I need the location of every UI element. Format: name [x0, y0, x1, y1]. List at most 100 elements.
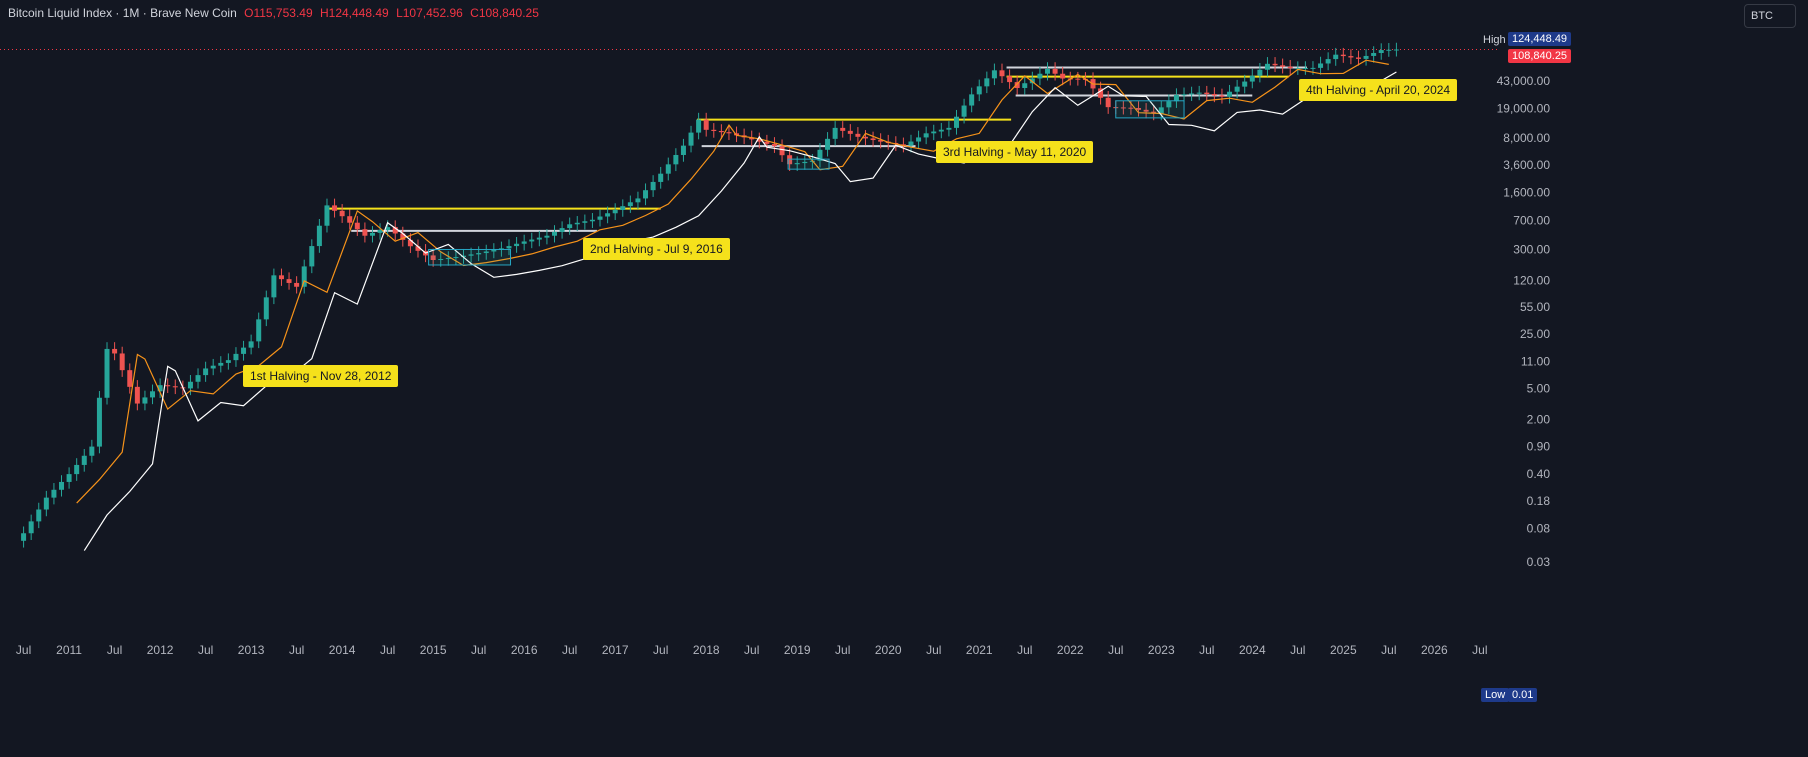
- candle-body: [817, 149, 823, 161]
- candle-body: [400, 233, 406, 240]
- candle-body: [1234, 86, 1240, 92]
- x-tick-label: Jul: [1381, 643, 1396, 657]
- candle-body: [923, 133, 929, 138]
- x-tick-label: 2020: [875, 643, 902, 657]
- candle-body: [187, 381, 193, 389]
- candle-body: [1136, 108, 1142, 110]
- candle-body: [347, 216, 353, 223]
- y-tick-label: 700.00: [1513, 214, 1550, 228]
- candle-body: [415, 246, 421, 251]
- last-price-tag: 108,840.25: [1508, 49, 1572, 63]
- candle-body: [976, 86, 982, 95]
- candle-body: [1181, 94, 1187, 96]
- candle-body: [1378, 50, 1384, 54]
- ma-slow-line: [83, 71, 1397, 551]
- candle-body: [878, 140, 884, 142]
- y-tick-label: 55.00: [1520, 300, 1550, 314]
- x-tick-label: 2022: [1057, 643, 1084, 657]
- candle-body: [673, 154, 679, 165]
- candle-body: [1302, 67, 1308, 69]
- candle-body: [453, 257, 459, 259]
- candle-body: [1128, 107, 1134, 109]
- candles: [21, 42, 1399, 548]
- x-tick-label: 2013: [238, 643, 265, 657]
- candle-body: [1052, 68, 1058, 74]
- candle-body: [445, 258, 451, 260]
- candle-body: [172, 386, 178, 388]
- ma-fast-line: [76, 59, 1389, 504]
- candle-body: [552, 231, 558, 236]
- candle-body: [263, 297, 269, 320]
- open-label: O: [244, 6, 254, 20]
- candle-body: [1105, 97, 1111, 108]
- x-tick-label: 2024: [1239, 643, 1266, 657]
- candle-body: [931, 131, 937, 134]
- candle-body: [96, 397, 102, 447]
- chart-header: Bitcoin Liquid Index · 1M · Brave New Co…: [8, 6, 539, 20]
- candle-body: [142, 397, 148, 404]
- y-tick-label: 43,000.00: [1497, 74, 1551, 88]
- candle-body: [369, 232, 375, 236]
- candle-body: [301, 266, 307, 287]
- x-tick-label: Jul: [289, 643, 304, 657]
- y-tick-label: 300.00: [1513, 242, 1550, 256]
- candle-body: [1075, 78, 1081, 80]
- candle-body: [1143, 109, 1149, 112]
- x-tick-label: Jul: [744, 643, 759, 657]
- candle-body: [665, 164, 671, 174]
- high-value: 124,448.49: [328, 6, 389, 20]
- candle-body: [210, 365, 216, 369]
- symbol-box[interactable]: BTC: [1744, 4, 1796, 28]
- candle-body: [734, 133, 740, 136]
- x-tick-label: 2016: [511, 643, 538, 657]
- x-tick-label: Jul: [653, 643, 668, 657]
- candle-body: [59, 481, 65, 490]
- x-tick-label: 2011: [56, 643, 82, 657]
- candle-body: [847, 130, 853, 134]
- y-tick-label: 0.03: [1527, 555, 1551, 569]
- halving-label-3: 3rd Halving - May 11, 2020: [936, 141, 1094, 163]
- close-label: C: [470, 6, 479, 20]
- candle-body: [127, 370, 133, 387]
- candle-body: [559, 228, 565, 232]
- candle-body: [392, 227, 398, 234]
- candle-body: [1196, 92, 1202, 94]
- y-tick-label: 5.00: [1527, 381, 1551, 395]
- candle-body: [468, 254, 474, 256]
- y-tick-label: 3,600.00: [1503, 158, 1550, 172]
- x-tick-label: Jul: [1472, 643, 1487, 657]
- consolidation-boxes: [428, 100, 1185, 266]
- candle-body: [362, 229, 368, 236]
- candle-body: [1219, 95, 1225, 97]
- candle-body: [1310, 67, 1316, 69]
- y-tick-label: 25.00: [1520, 327, 1550, 341]
- candle-body: [1386, 49, 1392, 51]
- candle-body: [1333, 54, 1339, 60]
- candle-body: [1166, 101, 1172, 108]
- x-tick-label: Jul: [107, 643, 122, 657]
- candle-body: [1257, 69, 1263, 76]
- candle-body: [961, 105, 967, 117]
- candle-body: [984, 78, 990, 87]
- candle-body: [703, 119, 709, 130]
- candle-body: [1173, 95, 1179, 102]
- halving-label-4: 4th Halving - April 20, 2024: [1299, 79, 1458, 101]
- high-tag-value: 124,448.49: [1508, 32, 1572, 46]
- candle-body: [66, 474, 72, 482]
- candle-body: [589, 219, 595, 222]
- candle-body: [650, 181, 656, 191]
- candle-body: [536, 237, 542, 240]
- candle-body: [233, 353, 239, 361]
- candle-body: [1029, 78, 1035, 84]
- candle-body: [316, 225, 322, 247]
- candle-body: [195, 375, 201, 382]
- candle-body: [309, 246, 315, 267]
- candle-body: [643, 190, 649, 199]
- candle-body: [696, 119, 702, 133]
- candle-body: [825, 138, 831, 150]
- candle-body: [1249, 75, 1255, 82]
- candle-body: [74, 464, 80, 475]
- x-tick-label: 2025: [1330, 643, 1357, 657]
- candle-body: [938, 129, 944, 132]
